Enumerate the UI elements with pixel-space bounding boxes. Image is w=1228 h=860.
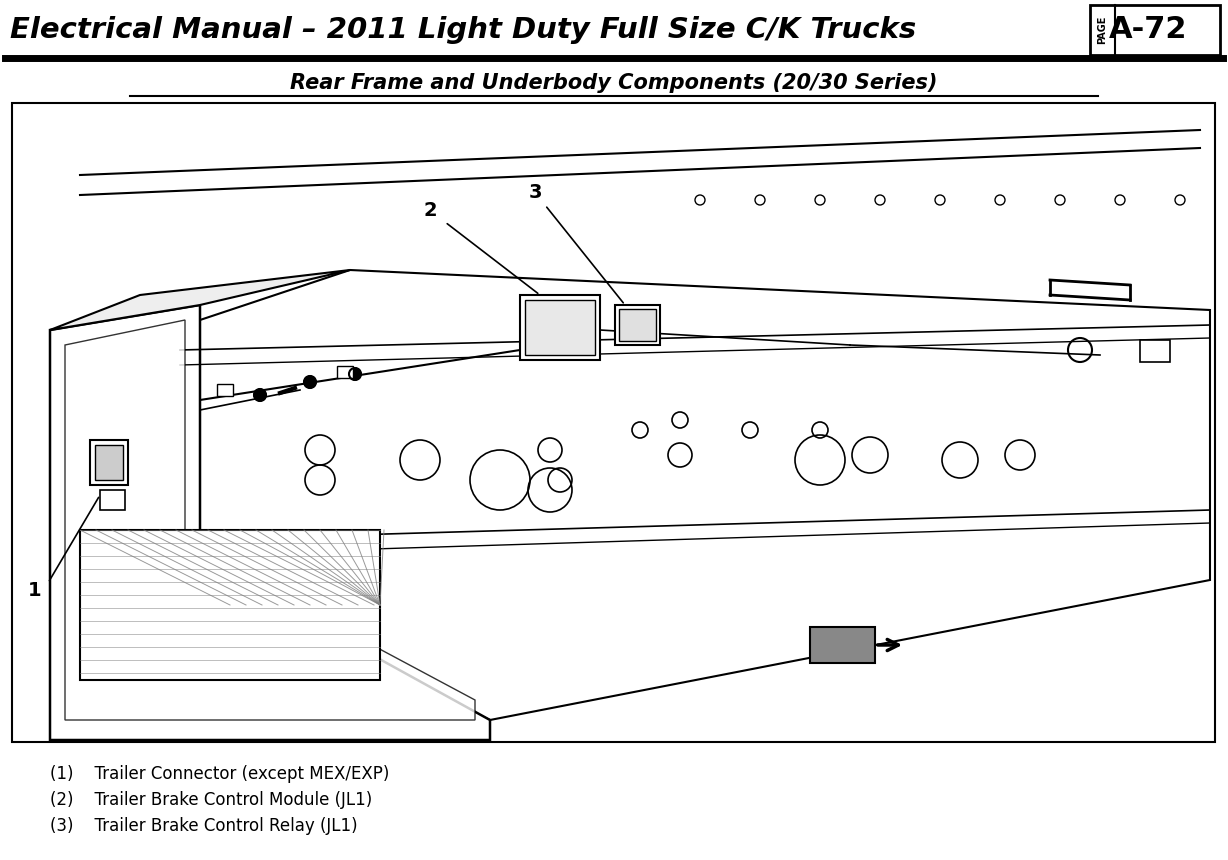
Bar — [619, 309, 656, 341]
Polygon shape — [140, 270, 1210, 720]
Bar — [12, 103, 1214, 742]
Bar — [1090, 5, 1219, 55]
Bar — [1140, 340, 1170, 362]
Text: 2: 2 — [424, 200, 437, 219]
Text: (1)    Trailer Connector (except MEX/EXP): (1) Trailer Connector (except MEX/EXP) — [50, 765, 389, 783]
Polygon shape — [810, 627, 876, 663]
Text: (2)    Trailer Brake Control Module (JL1): (2) Trailer Brake Control Module (JL1) — [50, 791, 372, 809]
Text: Rear Frame and Underbody Components (20/30 Series): Rear Frame and Underbody Components (20/… — [290, 73, 938, 93]
Text: Electrical Manual – 2011 Light Duty Full Size C/K Trucks: Electrical Manual – 2011 Light Duty Full… — [10, 16, 916, 44]
Circle shape — [349, 368, 361, 380]
Polygon shape — [65, 320, 475, 720]
Text: PAGE: PAGE — [1097, 15, 1106, 44]
Circle shape — [254, 389, 266, 401]
Text: A-72: A-72 — [1109, 15, 1187, 45]
Polygon shape — [50, 270, 350, 330]
Bar — [519, 295, 600, 360]
Text: (3)    Trailer Brake Control Relay (JL1): (3) Trailer Brake Control Relay (JL1) — [50, 817, 357, 835]
Text: 1: 1 — [28, 580, 42, 599]
Bar — [95, 445, 123, 480]
Circle shape — [305, 376, 316, 388]
Bar — [80, 530, 379, 680]
Bar — [615, 305, 659, 345]
Bar — [217, 384, 233, 396]
Bar — [99, 490, 125, 510]
Polygon shape — [50, 305, 490, 740]
Text: 3: 3 — [528, 183, 542, 202]
Bar — [526, 300, 596, 355]
Bar — [90, 440, 128, 485]
Bar — [336, 366, 352, 378]
